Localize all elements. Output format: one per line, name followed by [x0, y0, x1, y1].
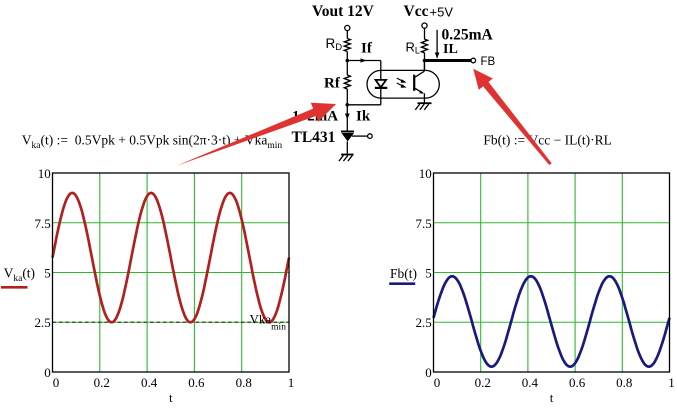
svg-text:0: 0	[425, 365, 432, 380]
svg-text:5: 5	[425, 266, 432, 281]
svg-text:Fb(t) := Vcc − IL(t)·RL: Fb(t) := Vcc − IL(t)·RL	[483, 133, 611, 148]
svg-text:If: If	[361, 41, 373, 57]
svg-text:0: 0	[434, 375, 441, 390]
svg-text:Ik: Ik	[356, 109, 371, 125]
svg-text:+5V: +5V	[430, 5, 454, 20]
svg-text:t: t	[169, 390, 173, 405]
svg-text:7.5: 7.5	[35, 216, 51, 231]
svg-text:10: 10	[419, 166, 432, 181]
svg-text:0.6: 0.6	[188, 375, 205, 390]
svg-text:2.5: 2.5	[35, 315, 51, 330]
svg-text:Fb(t): Fb(t)	[390, 266, 417, 281]
svg-text:0: 0	[53, 375, 60, 390]
svg-text:0.4: 0.4	[141, 375, 158, 390]
svg-text:0.8: 0.8	[236, 375, 252, 390]
svg-text:1: 1	[668, 375, 675, 390]
svg-text:Vka(t) := 0.5Vpk + 0.5Vpk sin: Vka(t) := 0.5Vpk + 0.5Vpk sin(2π·3·t) + …	[22, 133, 283, 152]
svg-text:0: 0	[44, 365, 51, 380]
svg-text:0.2: 0.2	[475, 375, 491, 390]
svg-text:FB: FB	[481, 56, 496, 68]
svg-text:0.6: 0.6	[569, 375, 586, 390]
svg-text:t: t	[550, 390, 554, 405]
svg-text:TL431: TL431	[292, 129, 336, 146]
svg-text:0.25mA: 0.25mA	[442, 27, 494, 44]
svg-text:Vka(t): Vka(t)	[4, 266, 35, 285]
svg-text:0.8: 0.8	[616, 375, 632, 390]
svg-text:0.2: 0.2	[94, 375, 110, 390]
svg-text:7.5: 7.5	[416, 216, 432, 231]
svg-text:Vout 12V: Vout 12V	[312, 3, 375, 20]
svg-text:5: 5	[44, 266, 51, 281]
svg-text:10: 10	[38, 166, 51, 181]
svg-text:Rf: Rf	[324, 76, 341, 92]
svg-text:2.5: 2.5	[416, 315, 432, 330]
svg-text:IL: IL	[443, 42, 458, 57]
svg-text:Vcc: Vcc	[404, 3, 429, 20]
svg-text:1: 1	[288, 375, 295, 390]
svg-text:0.4: 0.4	[522, 375, 539, 390]
